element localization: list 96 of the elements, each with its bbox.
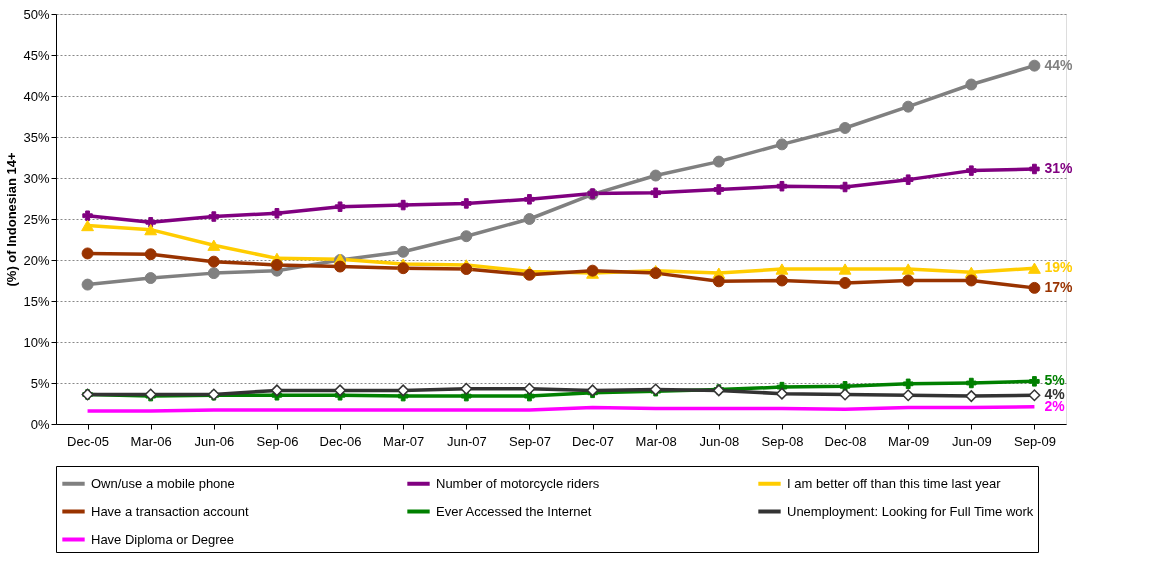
point — [82, 210, 93, 221]
point — [1028, 59, 1041, 72]
point — [144, 248, 157, 261]
point — [397, 245, 410, 258]
legend-label: Ever Accessed the Internet — [436, 503, 592, 519]
x-tick-label: Dec-07 — [572, 433, 615, 449]
y-tick-label: 10% — [23, 334, 50, 350]
x-tick-label: Sep-07 — [508, 433, 551, 449]
point — [270, 258, 283, 271]
point — [1028, 281, 1041, 294]
point — [523, 382, 536, 395]
point — [902, 100, 915, 113]
point — [775, 263, 789, 275]
y-tick-label: 45% — [23, 47, 50, 63]
x-tick-label: Dec-08 — [824, 433, 867, 449]
point — [965, 78, 978, 91]
point — [460, 230, 473, 243]
x-tick-label: Dec-06 — [319, 433, 362, 449]
point — [775, 274, 788, 287]
annotation: 17% — [1044, 278, 1074, 295]
point — [902, 174, 914, 185]
point — [144, 224, 158, 236]
y-tick-label: 50% — [23, 6, 50, 22]
point — [965, 390, 978, 403]
point — [901, 263, 915, 275]
y-tick-label: 40% — [23, 88, 50, 104]
x-tick-label: Sep-09 — [1013, 433, 1056, 449]
point — [1028, 389, 1041, 402]
x-tick-label: Jun-06 — [194, 433, 235, 449]
y-tick-label: 20% — [23, 252, 50, 268]
point — [460, 382, 473, 395]
x-tick-label: Jun-09 — [951, 433, 992, 449]
point — [334, 260, 347, 273]
legend-label: I am better off than this time last year — [787, 475, 1002, 491]
point — [270, 384, 283, 397]
point — [713, 184, 725, 195]
point — [839, 381, 851, 392]
y-axis-title: (%) of Indonesian 14+ — [4, 152, 20, 287]
legend-label: Have a transaction account — [91, 503, 249, 519]
point — [460, 263, 473, 275]
x-tick-label: Sep-08 — [761, 433, 804, 449]
point — [1028, 262, 1041, 274]
point — [207, 239, 221, 251]
point — [523, 213, 536, 225]
point — [839, 276, 852, 289]
x-tick-label: Dec-05 — [67, 433, 110, 449]
point — [81, 278, 94, 291]
point — [712, 275, 725, 288]
point — [650, 187, 661, 198]
point — [208, 211, 220, 222]
y-tick-label: 0% — [30, 416, 50, 432]
y-tick-label: 25% — [23, 211, 50, 227]
legend-label: Unemployment: Looking for Full Time work — [787, 503, 1034, 519]
point — [902, 378, 914, 390]
point — [775, 138, 788, 151]
x-tick-label: Mar-08 — [635, 433, 677, 449]
point — [207, 255, 220, 268]
legend-label: Have Diploma or Degree — [91, 531, 235, 547]
point — [144, 272, 157, 285]
x-tick-label: Jun-07 — [446, 433, 487, 449]
point — [649, 169, 662, 182]
point — [966, 377, 977, 389]
point — [397, 199, 409, 211]
x-tick-label: Mar-09 — [888, 433, 930, 449]
point — [1029, 163, 1040, 175]
point — [397, 262, 410, 275]
point — [271, 208, 283, 219]
point — [207, 267, 220, 280]
point — [966, 165, 977, 176]
point — [839, 181, 851, 193]
point — [461, 198, 472, 209]
x-tick-label: Mar-06 — [130, 433, 172, 449]
point — [81, 219, 94, 232]
point — [776, 180, 788, 192]
point — [712, 155, 725, 168]
point — [334, 201, 346, 212]
y-tick-label: 35% — [23, 129, 50, 145]
x-tick-label: Sep-06 — [256, 433, 299, 449]
legend-label: Number of motorcycle riders — [436, 475, 600, 491]
annotation: 19% — [1044, 259, 1074, 276]
point — [1029, 376, 1040, 387]
point — [524, 194, 535, 205]
point — [902, 274, 915, 287]
annotation: 44% — [1044, 56, 1074, 73]
point — [965, 274, 978, 287]
y-tick-label: 30% — [23, 170, 50, 186]
point — [839, 122, 852, 134]
legend-label: Own/use a mobile phone — [91, 475, 235, 491]
annotation: 31% — [1044, 159, 1074, 176]
x-tick-label: Mar-07 — [383, 433, 425, 449]
point — [81, 247, 94, 260]
x-tick-label: Jun-08 — [699, 433, 740, 449]
y-tick-label: 15% — [23, 293, 50, 309]
y-tick-label: 5% — [30, 375, 50, 391]
annotation: 5% — [1044, 372, 1066, 389]
point — [838, 263, 852, 275]
